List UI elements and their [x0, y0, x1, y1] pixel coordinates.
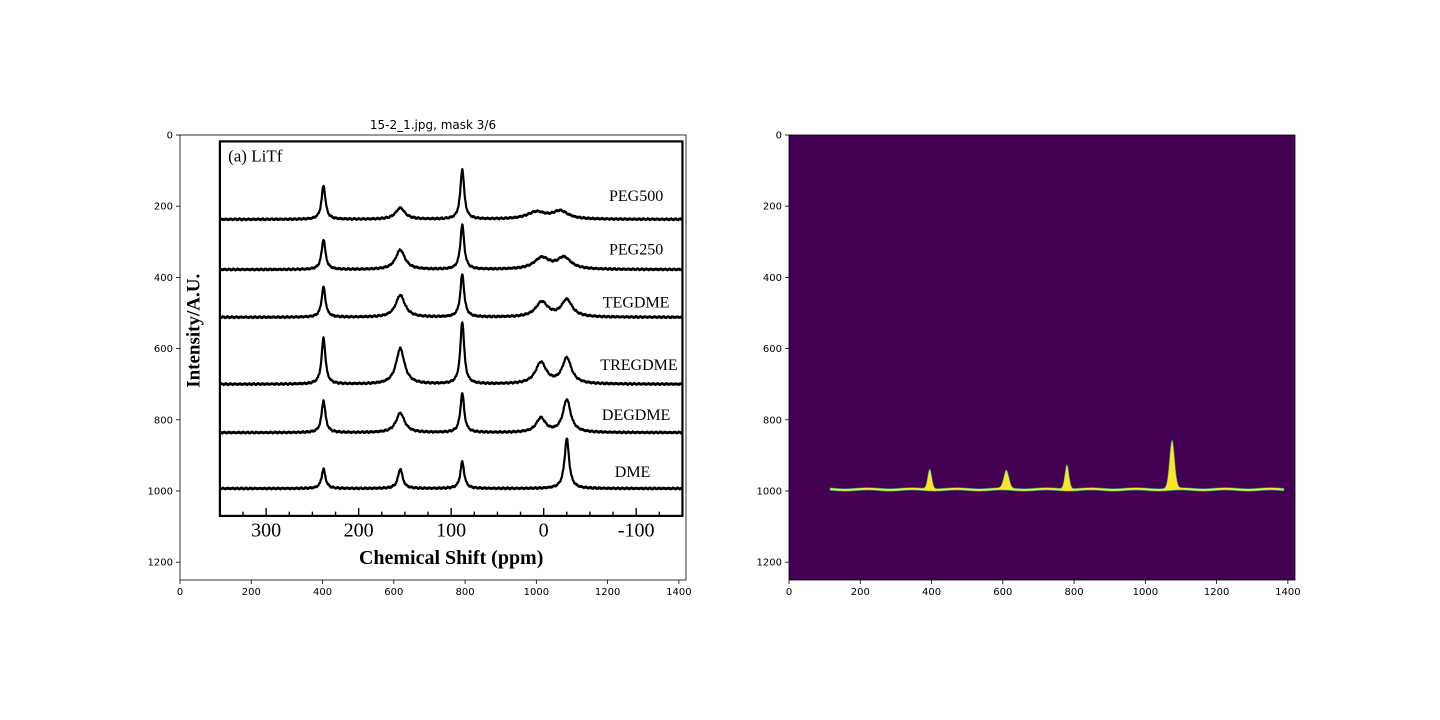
y-tick-label: 600	[154, 344, 173, 355]
image-background	[180, 135, 686, 580]
inner-x-tick-label: 100	[436, 520, 466, 542]
y-tick-label: 800	[763, 415, 782, 426]
inner-y-axis-label: Intensity/A.U.	[184, 274, 205, 388]
y-tick-label: 0	[776, 131, 782, 142]
x-tick-label: 200	[242, 587, 261, 598]
mask-background	[789, 135, 1295, 580]
x-tick-label: 1400	[1275, 587, 1300, 598]
inner-x-tick-label: 200	[344, 520, 374, 542]
axes-frame	[788, 134, 1296, 581]
x-tick-label: 1000	[1133, 587, 1158, 598]
y-tick-label: 800	[154, 415, 173, 426]
inner-x-axis-label: Chemical Shift (ppm)	[359, 547, 543, 569]
y-tick-label: 400	[763, 273, 782, 284]
spectrum-line-tegdme	[219, 273, 684, 320]
series-label: TEGDME	[603, 295, 670, 312]
spectrum-line-peg500	[218, 168, 684, 222]
series-label: PEG500	[609, 188, 663, 205]
mask-region	[829, 439, 1285, 492]
x-tick-label: 1400	[666, 587, 691, 598]
inner-x-tick-label: 0	[539, 520, 549, 542]
x-tick-label: 1200	[1204, 587, 1229, 598]
x-tick-label: 800	[456, 587, 475, 598]
axes-frame	[179, 134, 687, 581]
x-tick-label: 600	[384, 587, 403, 598]
inner-x-tick-label: 300	[251, 520, 281, 542]
x-tick-label: 600	[993, 587, 1012, 598]
y-tick-label: 1000	[757, 487, 782, 498]
y-tick-label: 1200	[757, 558, 782, 569]
x-tick-label: 1200	[595, 587, 620, 598]
y-tick-label: 1200	[148, 558, 173, 569]
figure-title: 15-2_1.jpg, mask 3/6	[370, 118, 496, 132]
spectrum-line-dme	[219, 437, 684, 491]
y-tick-label: 200	[154, 202, 173, 213]
x-tick-label: 0	[177, 587, 183, 598]
x-tick-label: 800	[1065, 587, 1084, 598]
spectrum-line-degdme	[218, 392, 684, 435]
series-label: DEGDME	[602, 407, 670, 424]
x-tick-label: 400	[922, 587, 941, 598]
y-tick-label: 400	[154, 273, 173, 284]
series-label: PEG250	[609, 241, 663, 258]
x-tick-label: 400	[313, 587, 332, 598]
x-tick-label: 0	[786, 587, 792, 598]
right-mask-panel: 0 200 400 600 800 1000 1200 1400 0 200 400 600 800 10…	[757, 131, 1301, 599]
x-tick-label: 1000	[524, 587, 549, 598]
panel-label: (a) LiTf	[228, 147, 283, 166]
series-label: DME	[615, 464, 651, 481]
spectrum-line-peg250	[219, 223, 684, 272]
inner-x-tick-label: -100	[618, 520, 655, 542]
y-tick-label: 0	[167, 131, 173, 142]
y-tick-label: 600	[763, 344, 782, 355]
spectrum-line-tregdme	[219, 321, 684, 387]
x-tick-label: 200	[851, 587, 870, 598]
y-tick-label: 1000	[148, 487, 173, 498]
y-tick-label: 200	[763, 202, 782, 213]
series-label: TREGDME	[600, 357, 677, 374]
